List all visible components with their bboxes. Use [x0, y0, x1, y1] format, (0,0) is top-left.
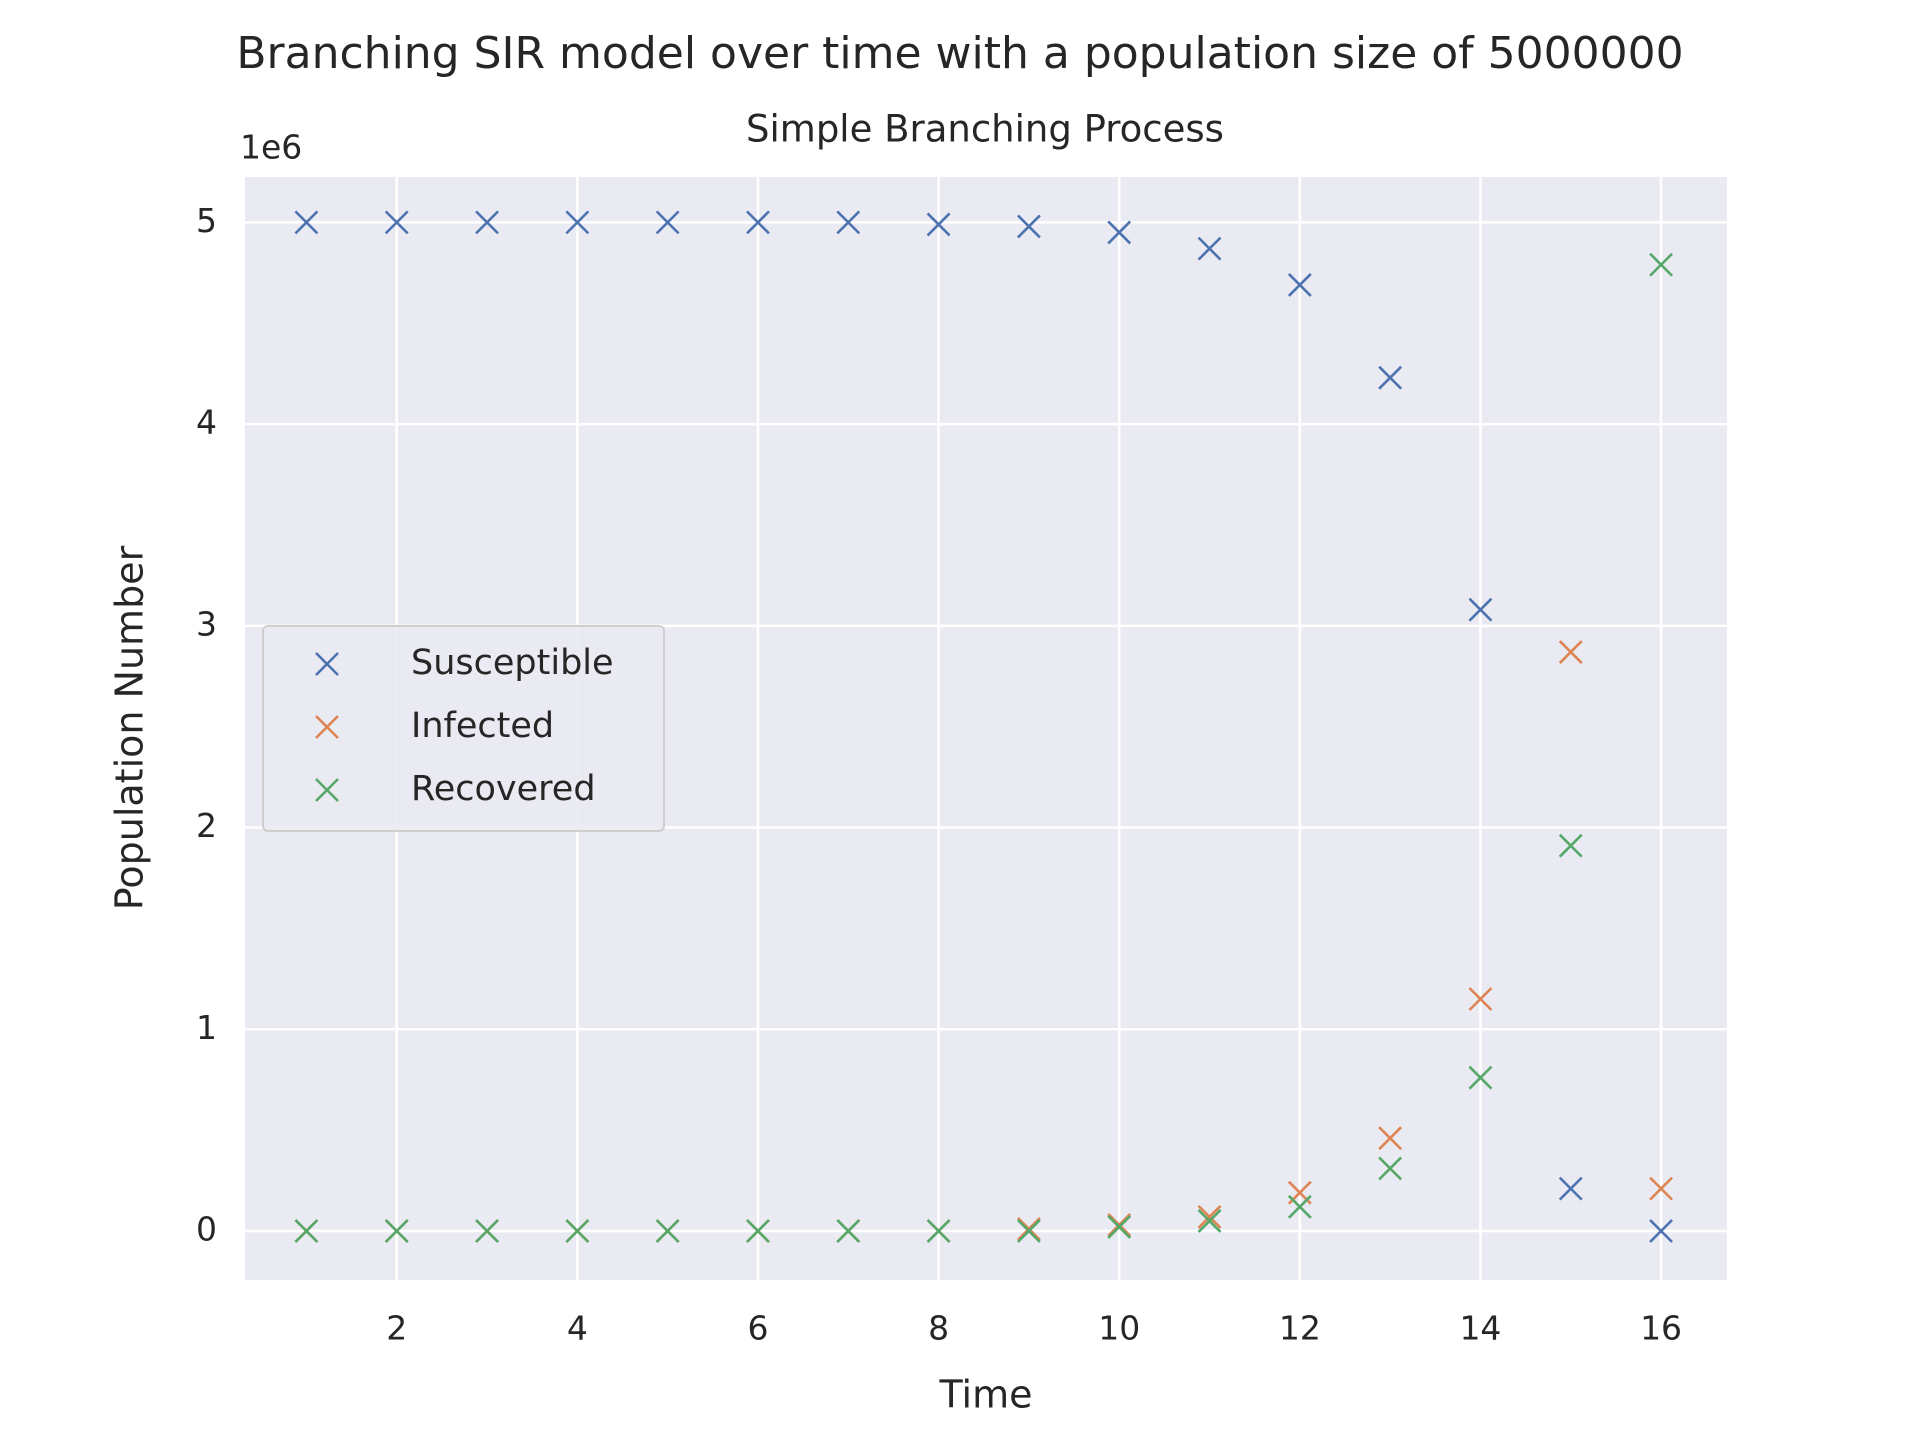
data-point	[655, 210, 680, 235]
legend-label: Recovered	[411, 769, 596, 809]
x-tick-label: 6	[747, 1309, 768, 1348]
data-point	[836, 1219, 861, 1243]
data-point	[1468, 1065, 1493, 1090]
data-point	[1649, 252, 1673, 277]
data-point	[565, 1219, 590, 1243]
data-point	[1197, 236, 1222, 261]
data-point	[1558, 833, 1583, 858]
data-point	[1378, 1156, 1403, 1181]
data-point	[294, 210, 319, 235]
data-point	[1468, 987, 1493, 1011]
legend-marker	[315, 778, 339, 802]
chart-subtitle: Simple Branching Process	[746, 108, 1224, 151]
x-tick-label: 14	[1459, 1309, 1501, 1348]
data-point	[1107, 1213, 1132, 1237]
y-tick-label: 1	[196, 1008, 217, 1047]
data-point	[746, 210, 770, 235]
legend-label: Infected	[411, 706, 554, 746]
data-point	[1016, 214, 1041, 239]
data-point	[836, 210, 861, 235]
x-tick-label: 16	[1640, 1309, 1682, 1348]
y-tick-label: 3	[196, 604, 217, 643]
data-point	[1378, 365, 1403, 390]
data-point	[475, 210, 499, 235]
data-point	[746, 1219, 770, 1243]
x-tick-label: 2	[386, 1309, 407, 1348]
data-point	[1649, 1219, 1673, 1243]
chart-title: Branching SIR model over time with a pop…	[236, 28, 1683, 79]
x-tick-label: 8	[928, 1309, 949, 1348]
y-tick-label: 2	[196, 806, 217, 845]
data-point	[1016, 1217, 1041, 1241]
offset-text: 1e6	[240, 128, 302, 167]
y-tick-label: 0	[196, 1209, 217, 1248]
x-tick-label: 12	[1279, 1309, 1321, 1348]
data-point	[1197, 1208, 1222, 1233]
data-point	[1468, 597, 1493, 622]
y-tick-label: 4	[196, 403, 217, 442]
data-point	[1287, 1194, 1312, 1219]
data-point	[1287, 273, 1312, 297]
data-point	[1378, 1126, 1403, 1151]
y-axis-label: Population Number	[108, 545, 152, 910]
data-point	[926, 1219, 951, 1243]
data-point	[655, 1219, 680, 1243]
data-point	[1649, 1176, 1673, 1201]
data-point	[1197, 1204, 1222, 1229]
data-point	[294, 1219, 319, 1243]
x-tick-label: 4	[567, 1309, 588, 1348]
y-tick-label: 5	[196, 201, 217, 240]
data-point	[1107, 220, 1132, 245]
data-point	[384, 210, 409, 235]
legend-marker	[315, 652, 339, 676]
data-point	[926, 212, 951, 237]
data-point	[1558, 1176, 1583, 1201]
data-point	[475, 1219, 499, 1243]
data-point	[384, 1219, 409, 1243]
legend-marker	[315, 715, 339, 739]
data-point	[1016, 1219, 1041, 1243]
legend-label: Susceptible	[411, 643, 614, 683]
x-axis-label: Time	[939, 1373, 1033, 1417]
data-point	[1558, 640, 1583, 664]
data-point	[565, 210, 590, 235]
x-tick-label: 10	[1098, 1309, 1140, 1348]
legend-box	[262, 625, 665, 832]
data-point	[1107, 1215, 1132, 1239]
